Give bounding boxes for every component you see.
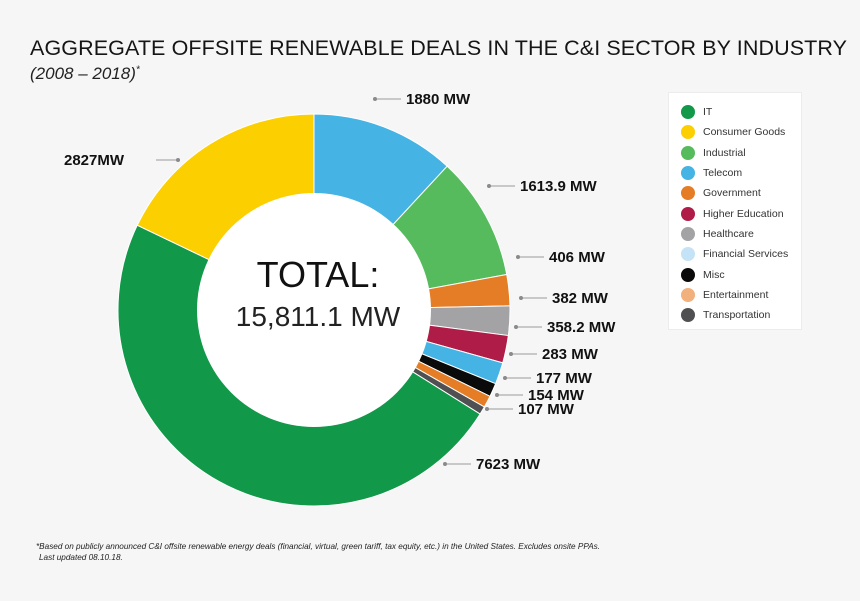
legend-swatch bbox=[681, 287, 695, 302]
legend-item: Higher Education bbox=[681, 203, 801, 223]
legend-label: Misc bbox=[703, 268, 725, 281]
legend-item: IT bbox=[681, 102, 801, 122]
legend-swatch bbox=[681, 247, 695, 262]
legend-item: Transportation bbox=[681, 305, 801, 325]
legend-label: Consumer Goods bbox=[703, 126, 786, 139]
legend-item: Consumer Goods bbox=[681, 122, 801, 142]
legend-item: Industrial bbox=[681, 143, 801, 163]
legend-label: Financial Services bbox=[703, 248, 789, 261]
legend-swatch bbox=[681, 206, 695, 221]
data-label: 177 MW bbox=[536, 370, 593, 387]
legend-swatch bbox=[681, 166, 695, 181]
legend-swatch bbox=[681, 125, 695, 140]
chart-legend: IT Consumer Goods Industrial Telecom Governm… bbox=[668, 92, 802, 330]
legend-label: Government bbox=[703, 187, 761, 200]
data-label: 2827MW bbox=[64, 152, 125, 169]
callout-dot bbox=[516, 255, 520, 259]
callout-dot bbox=[519, 296, 523, 300]
legend-item: Financial Services bbox=[681, 244, 801, 264]
legend-label: Higher Education bbox=[703, 207, 784, 220]
subtitle-text: (2008 – 2018) bbox=[30, 64, 136, 83]
subtitle-footnote-mark: * bbox=[135, 64, 140, 76]
legend-swatch bbox=[681, 105, 695, 120]
footnote-text: *Based on publicly announced C&I offsite… bbox=[36, 542, 601, 551]
legend-swatch bbox=[681, 186, 695, 201]
data-label: 1613.9 MW bbox=[520, 178, 598, 195]
center-total-value: 15,811.1 MW bbox=[236, 301, 401, 332]
data-label: 107 MW bbox=[518, 401, 575, 418]
legend-label: Transportation bbox=[703, 309, 771, 322]
slice-callouts: 1880 MW 1613.9 MW 406 MW 382 MW 358.2 MW 283 … bbox=[64, 91, 616, 473]
callout-dot bbox=[509, 352, 513, 356]
data-label: 7623 MW bbox=[476, 456, 541, 473]
data-label: 283 MW bbox=[542, 346, 599, 363]
legend-item: Misc bbox=[681, 264, 801, 284]
callout-dot bbox=[503, 376, 507, 380]
legend-swatch bbox=[681, 308, 695, 323]
data-label: 1880 MW bbox=[406, 91, 471, 108]
last-updated: Last updated 08.10.18. bbox=[39, 553, 123, 562]
footnote: *Based on publicly announced C&I offsite… bbox=[36, 541, 600, 563]
donut-hole bbox=[197, 193, 431, 427]
data-label: 382 MW bbox=[552, 290, 609, 307]
legend-item: Government bbox=[681, 183, 801, 203]
callout-dot bbox=[487, 184, 491, 188]
data-label: 154 MW bbox=[528, 387, 585, 404]
callout-dot bbox=[495, 393, 499, 397]
legend-label: Entertainment bbox=[703, 288, 769, 301]
legend-label: Industrial bbox=[703, 146, 746, 159]
callout-dot bbox=[514, 325, 518, 329]
chart-title: AGGREGATE OFFSITE RENEWABLE DEALS IN THE… bbox=[30, 36, 848, 60]
legend-item: Telecom bbox=[681, 163, 801, 183]
data-label: 358.2 MW bbox=[547, 319, 616, 336]
callout-dot bbox=[176, 158, 180, 162]
data-label: 406 MW bbox=[549, 249, 606, 266]
legend-swatch bbox=[681, 145, 695, 160]
legend-swatch bbox=[681, 267, 695, 282]
center-total-label: TOTAL: bbox=[257, 254, 380, 295]
chart-subtitle: (2008 – 2018)* bbox=[30, 64, 140, 84]
legend-label: IT bbox=[703, 106, 713, 119]
callout-dot bbox=[373, 97, 377, 101]
legend-item: Entertainment bbox=[681, 285, 801, 305]
legend-swatch bbox=[681, 226, 695, 241]
legend-item: Healthcare bbox=[681, 224, 801, 244]
legend-label: Telecom bbox=[703, 167, 743, 180]
callout-dot bbox=[443, 462, 447, 466]
callout-dot bbox=[485, 407, 489, 411]
legend-label: Healthcare bbox=[703, 227, 754, 240]
